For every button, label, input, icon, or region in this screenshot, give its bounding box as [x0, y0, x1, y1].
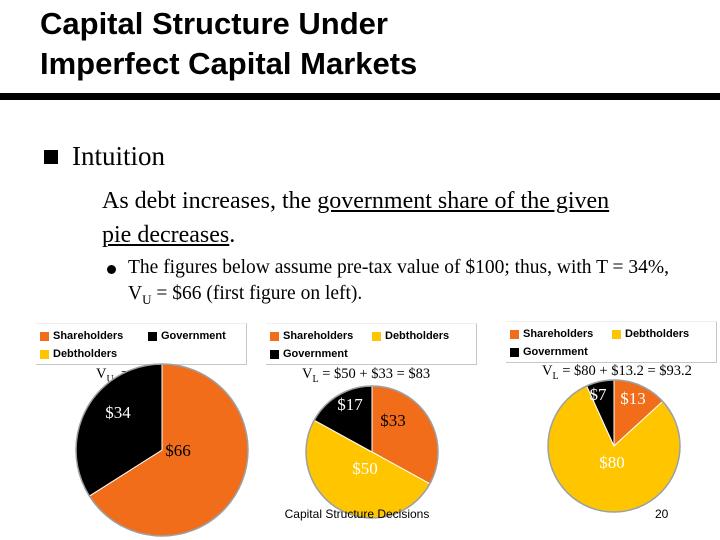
legend-swatch — [40, 349, 49, 359]
legend-label: Government — [283, 348, 348, 360]
legend-item-government: Government — [148, 330, 226, 342]
legend-swatch — [270, 349, 279, 359]
legend-swatch — [372, 331, 381, 341]
title-divider — [0, 93, 720, 100]
legend-label: Debtholders — [625, 328, 690, 340]
pie-3-label-government: $7 — [590, 385, 608, 404]
pie-3-label-debtholders: $80 — [599, 453, 625, 472]
legend-label: Government — [523, 346, 588, 358]
legend-label: Debtholders — [53, 348, 118, 360]
value-label-symbol: V — [96, 366, 107, 382]
legend-chart-1: Shareholders Government Debtholders — [36, 323, 247, 365]
legend-item-government: Government — [270, 348, 348, 360]
bullet-debt-increases: As debt increases, the government share … — [102, 184, 642, 252]
value-label-text: = $80 + $13.2 = $93.2 — [558, 363, 692, 379]
legend-swatch — [612, 329, 621, 339]
legend-item-government: Government — [510, 346, 588, 358]
pie-1-label-government: $34 — [105, 403, 131, 422]
legend-swatch — [40, 331, 49, 341]
bullet2-underlined: government share of the given pie decrea… — [102, 188, 610, 248]
value-label-subscript: L — [312, 373, 319, 385]
bullet2-text-b: . — [229, 222, 236, 248]
value-label-symbol: V — [542, 363, 553, 379]
bullet2-text-a: As debt increases, the — [102, 188, 318, 214]
pie-2-label-government: $17 — [337, 395, 363, 414]
slide-title: Capital Structure Under Imperfect Capita… — [40, 4, 417, 84]
legend-label: Shareholders — [283, 330, 354, 342]
legend-swatch — [510, 329, 519, 339]
pie-1-label-shareholders: $66 — [165, 441, 191, 460]
bullet3-text-a: The figures below assume pre-tax value o… — [128, 257, 670, 304]
legend-item-debtholders: Debtholders — [40, 348, 117, 360]
bullet3-text-b: = $66 (first figure on left). — [151, 283, 363, 304]
legend-swatch — [270, 331, 279, 341]
pie-2-label-debtholders: $50 — [352, 459, 378, 478]
pie-2-outline — [305, 385, 439, 519]
bullet3-subscript: U — [142, 291, 152, 307]
bullet-figures-assume: The figures below assume pre-tax value o… — [128, 255, 688, 313]
round-bullet-icon — [107, 265, 116, 274]
title-line-2: Imperfect Capital Markets — [40, 46, 418, 81]
bullet-intuition: Intuition — [72, 141, 165, 171]
footer-text: Capital Structure Decisions — [284, 507, 430, 521]
legend-item-shareholders: Shareholders — [510, 328, 593, 340]
value-label-chart-2: VL = $50 + $33 = $83 — [302, 366, 430, 385]
pie-3-label-shareholders: $13 — [620, 389, 646, 408]
legend-item-shareholders: Shareholders — [270, 330, 353, 342]
legend-swatch — [148, 331, 157, 341]
value-label-chart-3: VL = $80 + $13.2 = $93.2 — [542, 363, 692, 382]
legend-item-debtholders: Debtholders — [372, 330, 449, 342]
pie-2-label-shareholders: $33 — [380, 411, 406, 430]
pie-1-outline — [75, 363, 249, 537]
page-number: 20 — [655, 507, 669, 521]
legend-chart-2: Shareholders Debtholders Government — [266, 323, 477, 365]
value-label-symbol: V — [302, 366, 313, 382]
legend-swatch — [510, 347, 519, 357]
legend-item-debtholders: Debtholders — [612, 328, 689, 340]
value-label-subscript: U — [106, 373, 114, 385]
legend-label: Shareholders — [523, 328, 594, 340]
legend-chart-3: Shareholders Debtholders Government — [506, 321, 717, 363]
legend-item-shareholders: Shareholders — [40, 330, 123, 342]
legend-label: Debtholders — [385, 330, 450, 342]
legend-label: Shareholders — [53, 330, 124, 342]
value-label-subscript: L — [552, 370, 559, 382]
square-bullet-icon — [44, 150, 58, 164]
title-line-1: Capital Structure Under — [40, 6, 388, 41]
legend-label: Government — [161, 330, 226, 342]
pie-3-outline — [547, 379, 681, 513]
value-label-text: = $50 + $33 = $83 — [318, 366, 431, 382]
